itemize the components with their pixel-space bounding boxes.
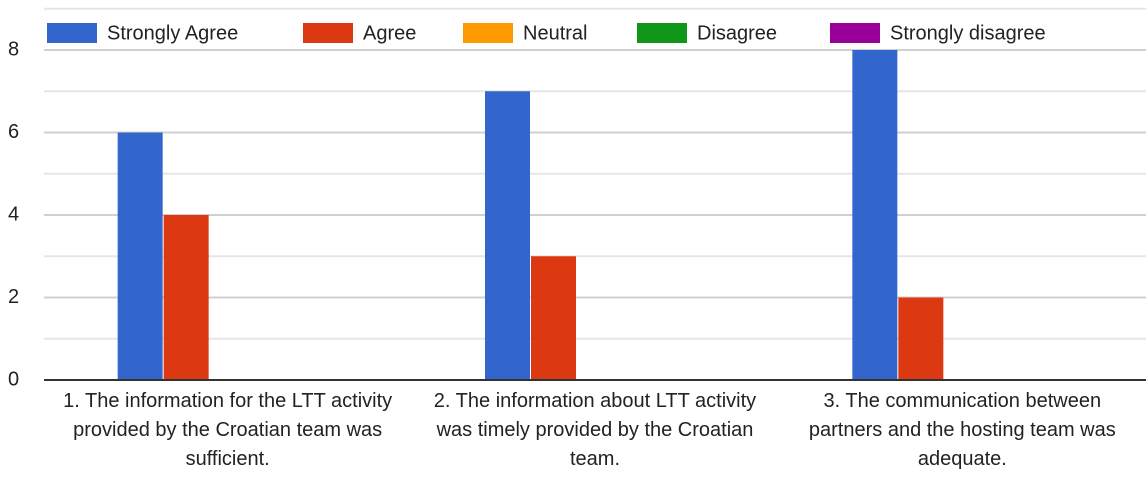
y-tick-label: 2 [8, 286, 19, 308]
y-tick-label: 6 [8, 121, 19, 143]
x-tick-label: 2. The information about LTT activity wa… [433, 390, 757, 470]
y-tick-label: 8 [8, 38, 19, 60]
legend-label: Strongly disagree [890, 22, 1046, 44]
legend-swatch [463, 23, 513, 43]
bar [163, 215, 209, 380]
bar [852, 50, 898, 380]
y-tick-label: 4 [8, 203, 19, 225]
legend-label: Agree [363, 22, 416, 44]
x-tick-label: 3. The communication between partners an… [808, 390, 1116, 470]
bar [898, 297, 944, 380]
legend-swatch [47, 23, 97, 43]
y-tick-label: 0 [8, 368, 19, 390]
x-tick-label: 1. The information for the LTT activity … [63, 390, 393, 470]
legend-swatch [830, 23, 880, 43]
bar [117, 132, 163, 380]
legend-swatch [637, 23, 687, 43]
bar [485, 91, 530, 380]
legend-label: Neutral [523, 22, 587, 44]
legend-label: Disagree [697, 22, 777, 44]
legend-swatch [303, 23, 353, 43]
legend-label: Strongly Agree [107, 22, 238, 44]
bar [531, 256, 576, 380]
